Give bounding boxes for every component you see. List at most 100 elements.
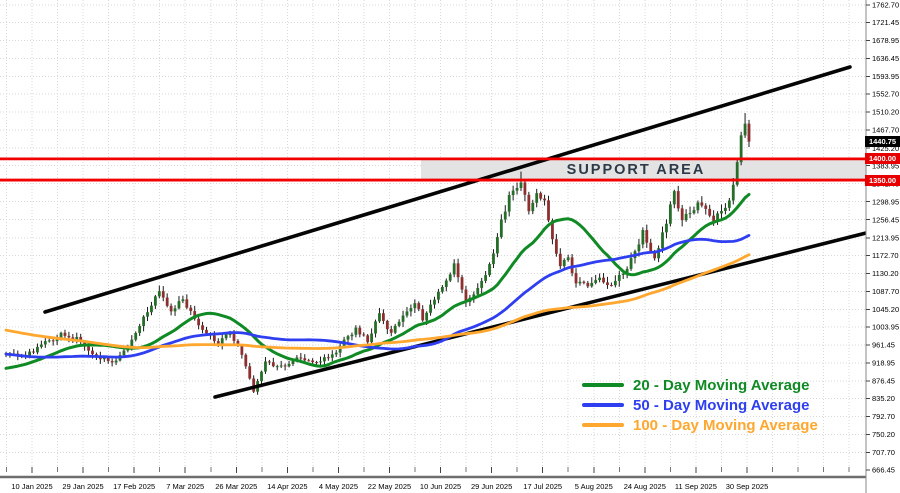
price-axis-label: 1130.20 (872, 269, 899, 278)
candle-body (106, 357, 110, 362)
candle-body (220, 338, 224, 345)
date-axis-label: 7 Mar 2025 (166, 482, 204, 491)
candle-body (724, 207, 727, 212)
candle-body (668, 204, 672, 224)
price-axis-label: 1552.70 (872, 90, 899, 99)
candle-body (444, 280, 448, 287)
candle-body (323, 357, 326, 362)
candle-body (598, 277, 602, 281)
candle-body (393, 325, 397, 333)
date-axis-label: 14 Apr 2025 (267, 482, 307, 491)
candle-body (554, 239, 558, 254)
price-axis-label: 1721.45 (872, 18, 899, 27)
candle-body (378, 313, 381, 322)
candle-body (385, 320, 389, 330)
price-axis-label: 666.45 (872, 466, 895, 475)
candle-body (716, 213, 719, 222)
price-axis-label: 1087.70 (872, 287, 899, 296)
support-upper-price-badge: 1400.00 (865, 153, 900, 164)
candle-body (535, 193, 539, 203)
candle-body (334, 352, 338, 355)
candle-body (236, 340, 240, 346)
price-axis-panel (866, 0, 900, 493)
candle-body (75, 336, 79, 340)
candle-body (67, 335, 71, 338)
price-axis-label: 1256.45 (872, 215, 899, 224)
candle-body (409, 308, 413, 312)
candle-body (165, 297, 169, 306)
candle-body (464, 289, 468, 303)
price-axis-label: 1213.95 (872, 233, 899, 242)
candle-body (142, 316, 145, 327)
candle-body (696, 202, 700, 211)
candle-body (712, 215, 716, 222)
candle-body (531, 202, 535, 212)
candle-body (480, 280, 484, 288)
candle-body (362, 334, 366, 336)
moving-average-legend: 20 - Day Moving Average 50 - Day Moving … (582, 375, 818, 435)
candle-body (547, 200, 550, 221)
date-axis-label: 5 Aug 2025 (575, 482, 613, 491)
candle-body (511, 190, 515, 196)
candle-body (731, 184, 735, 201)
candle-body (212, 335, 216, 342)
ma20-line-swatch (582, 383, 624, 387)
price-axis-label: 1593.95 (872, 72, 899, 81)
candle-body (354, 327, 358, 335)
candle-body (429, 304, 432, 313)
candle-body (570, 257, 574, 274)
ma100-legend-label: 100 - Day Moving Average (633, 416, 818, 434)
candle-body (275, 366, 279, 368)
price-axis-label: 707.70 (872, 448, 895, 457)
candle-body (389, 329, 393, 333)
candle-body (87, 346, 90, 351)
candle-body (657, 248, 660, 259)
date-axis-label: 29 Jun 2025 (471, 482, 512, 491)
candle-body (688, 213, 692, 215)
candle-body (146, 312, 149, 317)
candle-body (338, 345, 342, 353)
candle-body (641, 230, 645, 245)
candle-body (370, 333, 374, 343)
candle-body (440, 286, 444, 292)
candle-body (496, 237, 499, 254)
candle-body (488, 264, 491, 276)
candle-body (417, 303, 421, 310)
candle-body (747, 123, 751, 142)
candle-body (645, 230, 649, 243)
candle-body (173, 308, 177, 312)
candle-body (456, 263, 460, 278)
candle-body (291, 360, 295, 365)
candle-body (637, 244, 641, 252)
candle-body (248, 366, 252, 379)
candle-body (79, 336, 83, 343)
candle-body (649, 242, 653, 252)
candle-body (36, 346, 39, 353)
candle-body (602, 277, 605, 283)
candle-body (28, 351, 31, 357)
candle-body (476, 287, 480, 295)
price-axis-label: 1636.45 (872, 54, 899, 63)
price-axis-label: 1425.20 (872, 144, 899, 153)
date-axis-label: 10 Jan 2025 (11, 482, 52, 491)
candle-body (181, 299, 185, 302)
candle-body (366, 335, 370, 343)
candle-body (287, 364, 291, 367)
candle-body (452, 263, 456, 275)
candle-body (401, 315, 405, 322)
candle-body (260, 371, 263, 382)
candle-body (448, 274, 452, 281)
ma50-line (4, 233, 751, 359)
candle-body (405, 311, 409, 316)
date-axis-label: 29 Jan 2025 (62, 482, 103, 491)
ma50-legend-label: 50 - Day Moving Average (633, 396, 810, 414)
candle-body (201, 325, 204, 330)
candle-body (625, 268, 629, 274)
candle-body (130, 339, 134, 349)
legend-row-ma50: 50 - Day Moving Average (582, 395, 818, 415)
candle-body (228, 333, 232, 335)
candle-body (43, 341, 47, 345)
price-axis-label: 1762.70 (872, 1, 899, 10)
date-axis-label: 11 Sep 2025 (675, 482, 717, 491)
